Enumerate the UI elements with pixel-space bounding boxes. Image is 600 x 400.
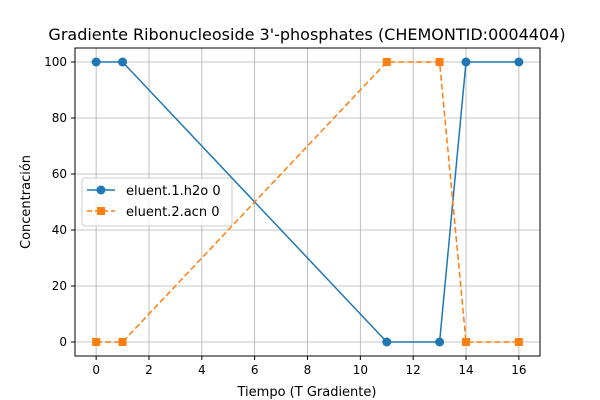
series-2-point-4	[435, 58, 444, 66]
legend-marker-eluent-2	[97, 207, 105, 215]
series-layer	[91, 57, 524, 347]
x-tick-label-0: 0	[92, 363, 100, 377]
x-tick-label-10: 10	[353, 363, 368, 377]
x-tick-label-8: 8	[304, 363, 312, 377]
chart-title: Gradiente Ribonucleoside 3'-phosphates (…	[48, 25, 565, 44]
legend-box	[81, 177, 233, 227]
x-tick-label-4: 4	[198, 363, 206, 377]
series-1-point-5	[461, 57, 471, 67]
series-1-point-1	[91, 57, 101, 67]
x-tick-label-14: 14	[458, 363, 473, 377]
legend: eluent.1.h2o 0 eluent.2.acn 0	[81, 177, 233, 227]
legend-label-eluent-2: eluent.2.acn 0	[126, 205, 219, 220]
y-tick-label-60: 60	[52, 167, 67, 181]
series-2-point-6	[514, 338, 523, 346]
x-axis-ticks: 0 2 4 6 8 10 12 14 16	[92, 356, 527, 377]
series-2-point-1	[92, 338, 101, 346]
legend-label-eluent-1: eluent.1.h2o 0	[126, 184, 221, 199]
series-1-point-4	[435, 337, 445, 347]
y-tick-label-80: 80	[52, 111, 67, 125]
series-1-point-6	[514, 57, 524, 67]
series-2-point-5	[462, 338, 471, 346]
grid	[75, 48, 540, 356]
y-axis-ticks: 0 20 40 60 80 100	[44, 55, 75, 349]
y-tick-label-0: 0	[59, 335, 67, 349]
x-axis-label: Tiempo (T Gradiente)	[237, 385, 377, 400]
y-axis-label: Concentración	[19, 155, 34, 249]
y-tick-label-40: 40	[52, 223, 67, 237]
x-tick-label-6: 6	[251, 363, 259, 377]
y-tick-label-20: 20	[52, 279, 67, 293]
series-1-point-3	[382, 337, 392, 347]
series-2-point-3	[382, 58, 391, 66]
legend-marker-eluent-1	[96, 185, 106, 195]
series-1-point-2	[118, 57, 128, 67]
x-tick-label-12: 12	[406, 363, 421, 377]
x-tick-label-16: 16	[511, 363, 526, 377]
series-2-point-2	[118, 338, 127, 346]
x-tick-label-2: 2	[145, 363, 153, 377]
series-line-2	[96, 61, 519, 343]
y-tick-label-100: 100	[44, 55, 67, 69]
